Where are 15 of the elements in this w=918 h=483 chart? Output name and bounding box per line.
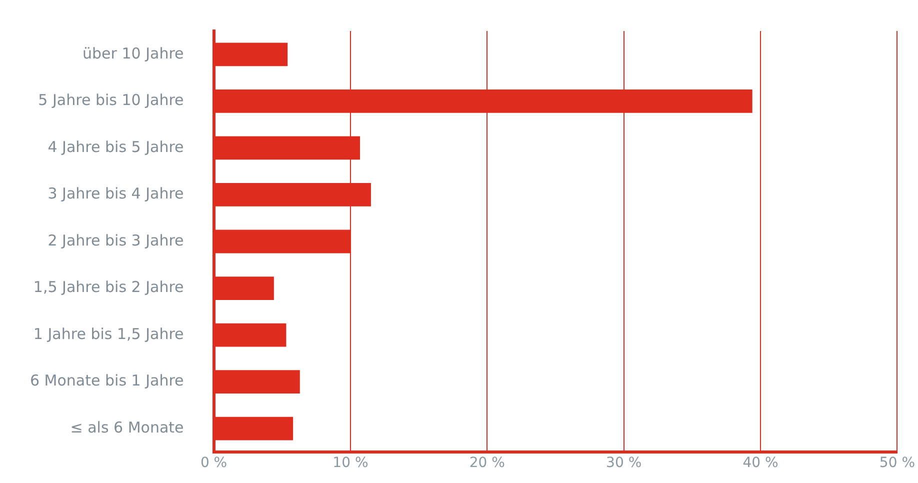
x-tick-label: 50 %	[879, 455, 916, 472]
y-tick-label: 3 Jahre bis 4 Jahre	[48, 184, 184, 203]
y-tick-label: 5 Jahre bis 10 Jahre	[38, 91, 184, 110]
x-tick-label: 20 %	[469, 455, 505, 472]
x-tick-label: 10 %	[332, 455, 368, 472]
y-tick-label: über 10 Jahre	[82, 44, 184, 62]
y-tick-label: 1,5 Jahre bis 2 Jahre	[33, 278, 184, 296]
y-tick-label: 2 Jahre bis 3 Jahre	[48, 231, 184, 250]
x-tick-label: 30 %	[606, 455, 642, 472]
y-tick-label: 6 Monate bis 1 Jahre	[30, 372, 184, 390]
y-tick-label: ≤ als 6 Monate	[70, 418, 184, 436]
y-tick-label: 4 Jahre bis 5 Jahre	[48, 138, 184, 156]
y-tick-label: 1 Jahre bis 1,5 Jahre	[33, 324, 184, 343]
x-tick-label: 40 %	[742, 455, 778, 472]
x-tick-label: 0 %	[200, 455, 228, 472]
